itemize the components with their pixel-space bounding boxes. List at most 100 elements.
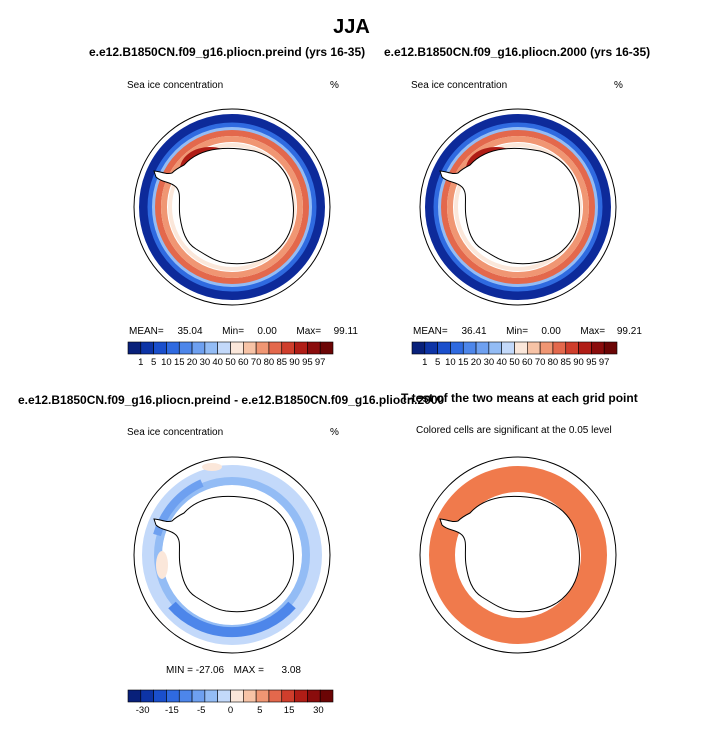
colorbar-cell bbox=[294, 689, 308, 703]
colorbar-tick-label: 5 bbox=[435, 357, 440, 368]
colorbar-tick-label: 80 bbox=[264, 357, 275, 368]
mean-label: MEAN= bbox=[413, 326, 448, 337]
mean-label: MEAN= bbox=[129, 326, 164, 337]
colorbar-tick-label: 90 bbox=[289, 357, 300, 368]
colorbar-cell bbox=[578, 341, 592, 355]
colorbar-cell bbox=[243, 689, 257, 703]
colorbar-panel-a: 1 5 10 15 20 30 40 50 60 70 80 85 90 95 97 bbox=[127, 341, 334, 368]
max-label: Max= bbox=[296, 326, 322, 337]
colorbar-cell bbox=[178, 341, 193, 355]
colorbar-cell bbox=[191, 689, 206, 703]
difference-field bbox=[142, 463, 322, 645]
colorbar-cell bbox=[166, 341, 180, 355]
colorbar-tick-label: 30 bbox=[313, 705, 324, 716]
colorbar-tick-label: 40 bbox=[496, 357, 507, 368]
max-value: 3.08 bbox=[281, 665, 301, 676]
panel-b-map bbox=[419, 108, 617, 306]
colorbar-cell bbox=[255, 689, 270, 703]
colorbar-cell bbox=[268, 341, 283, 355]
colorbar-cell bbox=[268, 689, 283, 703]
colorbar-tick-label: 60 bbox=[522, 357, 533, 368]
colorbar-cell bbox=[217, 341, 231, 355]
colorbar-cell bbox=[140, 341, 154, 355]
colorbar-tick-label: 50 bbox=[225, 357, 236, 368]
colorbar-tick-label: 95 bbox=[586, 357, 597, 368]
colorbar-tick-label: 80 bbox=[548, 357, 559, 368]
colorbar-tick-label: -15 bbox=[165, 705, 179, 716]
max-value: 99.11 bbox=[333, 326, 358, 337]
panel-a-variable: Sea ice concentration bbox=[127, 80, 224, 91]
colorbar-cell bbox=[411, 341, 426, 355]
colorbar-panel-b: 1 5 10 15 20 30 40 50 60 70 80 85 90 95 97 bbox=[411, 341, 618, 368]
colorbar-cell bbox=[319, 341, 334, 355]
colorbar-cell bbox=[424, 341, 438, 355]
panel-d-title: T-test of the two means at each grid poi… bbox=[401, 391, 638, 405]
colorbar-tick-label: 30 bbox=[484, 357, 495, 368]
panel-a-title: e.e12.B1850CN.f09_g16.pliocn.preind (yrs… bbox=[89, 45, 366, 59]
colorbar-cell bbox=[191, 341, 206, 355]
colorbar-tick-label: 90 bbox=[573, 357, 584, 368]
colorbar-cell bbox=[230, 341, 244, 355]
colorbar-tick-label: 70 bbox=[251, 357, 262, 368]
colorbar-cell bbox=[204, 689, 218, 703]
colorbar-cell bbox=[437, 341, 451, 355]
colorbar-cell bbox=[319, 689, 334, 703]
panel-c-stats: MIN = -27.06 MAX = 3.08 bbox=[166, 665, 301, 676]
mean-value: 36.41 bbox=[461, 326, 487, 337]
colorbar-cell bbox=[255, 341, 270, 355]
colorbar-tick-label: 85 bbox=[276, 357, 287, 368]
panel-a-units: % bbox=[330, 80, 339, 91]
colorbar-tick-label: 97 bbox=[315, 357, 326, 368]
colorbar-tick-label: 1 bbox=[138, 357, 143, 368]
panel-c-map bbox=[133, 456, 331, 654]
min-label: Min= bbox=[222, 326, 245, 337]
colorbar-tick-label: -30 bbox=[136, 705, 150, 716]
min-value: -27.06 bbox=[195, 665, 225, 676]
colorbar-cell bbox=[178, 689, 193, 703]
colorbar-cell bbox=[501, 341, 515, 355]
colorbar-cell bbox=[514, 341, 528, 355]
colorbar-cell bbox=[204, 341, 218, 355]
panel-c-variable: Sea ice concentration bbox=[127, 427, 224, 438]
colorbar-tick-label: 5 bbox=[151, 357, 156, 368]
colorbar-tick-label: 1 bbox=[422, 357, 427, 368]
colorbar-cell bbox=[603, 341, 618, 355]
colorbar-cell bbox=[488, 341, 502, 355]
min-label: MIN = bbox=[166, 665, 193, 676]
panel-a-stats: MEAN= 35.04 Min= 0.00 Max= 99.11 bbox=[129, 326, 358, 337]
colorbar-cell bbox=[450, 341, 464, 355]
colorbar-tick-label: 20 bbox=[187, 357, 198, 368]
colorbar-tick-label: -5 bbox=[197, 705, 205, 716]
max-label: Max= bbox=[580, 326, 606, 337]
max-value: 99.21 bbox=[616, 326, 642, 337]
colorbar-cell bbox=[153, 689, 167, 703]
colorbar-tick-label: 60 bbox=[238, 357, 249, 368]
colorbar-cell bbox=[565, 341, 579, 355]
colorbar-cell bbox=[217, 689, 231, 703]
panel-a-map bbox=[133, 108, 331, 306]
colorbar-cell bbox=[591, 341, 605, 355]
colorbar-tick-label: 50 bbox=[509, 357, 520, 368]
colorbar-tick-label: 0 bbox=[228, 705, 233, 716]
colorbar-cell bbox=[527, 341, 541, 355]
colorbar-cell bbox=[243, 341, 257, 355]
colorbar-tick-label: 97 bbox=[599, 357, 610, 368]
colorbar-cell bbox=[281, 689, 295, 703]
colorbar-cell bbox=[552, 341, 567, 355]
colorbar-cell bbox=[281, 341, 295, 355]
min-label: Min= bbox=[506, 326, 529, 337]
colorbar-cell bbox=[127, 689, 142, 703]
colorbar-panel-c: -30 -15 -5 0 5 15 30 bbox=[127, 689, 334, 716]
panel-b-stats: MEAN= 36.41 Min= 0.00 Max= 99.21 bbox=[413, 326, 642, 337]
colorbar-tick-label: 10 bbox=[161, 357, 172, 368]
min-value: 0.00 bbox=[541, 326, 561, 337]
min-value: 0.00 bbox=[257, 326, 277, 337]
mean-value: 35.04 bbox=[177, 326, 203, 337]
max-label: MAX = bbox=[233, 665, 264, 676]
colorbar-tick-label: 15 bbox=[458, 357, 469, 368]
colorbar-cell bbox=[462, 341, 477, 355]
colorbar-tick-label: 15 bbox=[284, 705, 295, 716]
colorbar-cell bbox=[539, 341, 554, 355]
colorbar-tick-label: 85 bbox=[560, 357, 571, 368]
